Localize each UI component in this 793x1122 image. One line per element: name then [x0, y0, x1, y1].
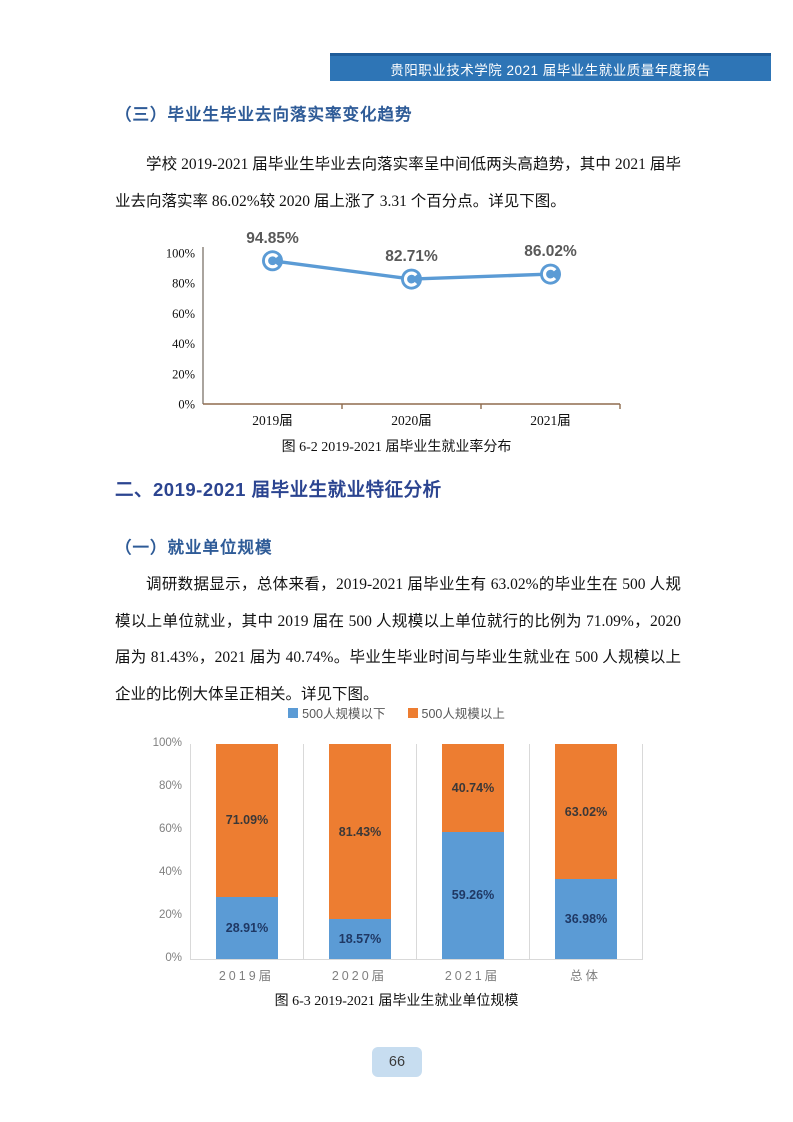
legend-item: 500人规模以下	[288, 703, 386, 722]
bar-chart-y-tick-label: 40%	[158, 866, 182, 878]
bar-chart-column: 40.74% 59.26%	[417, 744, 530, 959]
bar-chart-x-tick-label: 2021届	[444, 969, 501, 983]
bar-chart-legend: 500人规模以下 500人规模以上	[0, 703, 793, 722]
bar-chart-column: 71.09% 28.91%	[191, 744, 304, 959]
line-chart-point-label: 82.71%	[385, 248, 438, 265]
line-chart-x-tick-label: 2021届	[530, 413, 571, 428]
bar-segment-label: 63.02%	[564, 804, 608, 819]
bar-chart-y-tick-label: 60%	[158, 823, 182, 835]
page-header-bar: 贵阳职业技术学院 2021 届毕业生就业质量年度报告	[330, 53, 771, 81]
line-chart-y-tick-label: 0%	[178, 398, 195, 412]
figure-6-3-caption: 图 6-3 2019-2021 届毕业生就业单位规模	[274, 994, 519, 1009]
legend-swatch	[407, 707, 418, 718]
line-chart-y-tick-label: 60%	[172, 307, 195, 321]
bar-chart-y-tick-label: 80%	[158, 780, 182, 792]
line-chart-x-tick-label: 2019届	[252, 413, 293, 428]
stacked-bar: 40.74% 59.26%	[442, 744, 504, 959]
line-chart-y-tick-label: 40%	[172, 337, 195, 351]
bar-chart-column: 81.43% 18.57%	[304, 744, 417, 959]
line-chart-figure-6-2: 0% 20% 40% 60% 80% 100% 2019届 2020届 2021届 94.85% 8…	[166, 230, 621, 428]
stacked-bar: 71.09% 28.91%	[216, 744, 278, 959]
bar-segment-under-500: 36.98%	[555, 879, 617, 959]
legend-swatch	[288, 707, 299, 718]
bar-segment-label: 59.26%	[451, 888, 495, 903]
bar-segment-label: 28.91%	[225, 920, 269, 935]
legend-item: 500人规模以上	[407, 703, 505, 722]
section-three-paragraph: 学校 2019-2021 届毕业生毕业去向落实率呈中间低两头高趋势，其中 202…	[115, 156, 681, 210]
line-chart-point-label: 94.85%	[246, 230, 299, 247]
line-chart-y-tick-label: 20%	[172, 367, 195, 381]
bar-segment-under-500: 59.26%	[442, 831, 504, 959]
page-number-badge: 66	[372, 1047, 422, 1077]
bar-chart-y-tick-label: 100%	[152, 737, 182, 749]
bar-chart-y-tick-label: 20%	[158, 909, 182, 921]
bar-segment-under-500: 28.91%	[216, 896, 278, 959]
bar-segment-over-500: 40.74%	[442, 744, 504, 832]
bar-segment-over-500: 63.02%	[555, 744, 617, 880]
legend-label: 500人规模以上	[421, 707, 505, 721]
line-chart-y-tick-label: 100%	[166, 247, 195, 261]
bar-chart-x-tick-label: 2020届	[331, 969, 388, 983]
bar-segment-label: 18.57%	[338, 932, 382, 947]
bar-segment-label: 71.09%	[225, 813, 269, 828]
page-number: 66	[388, 1054, 406, 1070]
section-two-heading: 二、2019-2021 届毕业生就业特征分析	[115, 479, 442, 500]
line-chart-x-tick-label: 2020届	[391, 413, 432, 428]
legend-label: 500人规模以下	[302, 707, 386, 721]
stacked-bar: 81.43% 18.57%	[329, 744, 391, 959]
line-chart-marker-ring	[264, 253, 281, 269]
bar-segment-over-500: 81.43%	[329, 744, 391, 920]
bar-segment-label: 36.98%	[564, 912, 608, 927]
bar-chart-column: 63.02% 36.98%	[530, 744, 643, 959]
bar-chart-figure-6-3: 71.09% 28.91% 81.43% 18.57% 40.74% 59.26% 63.0…	[190, 744, 643, 960]
bar-chart-y-tick-label: 0%	[165, 952, 182, 964]
page-header-title: 贵阳职业技术学院 2021 届毕业生就业质量年度报告	[390, 62, 711, 78]
line-chart-marker-ring	[542, 266, 559, 282]
line-chart-y-tick-label: 80%	[172, 277, 195, 291]
bar-segment-label: 40.74%	[451, 780, 495, 795]
bar-segment-label: 81.43%	[338, 824, 382, 839]
figure-6-2-caption: 图 6-2 2019-2021 届毕业生就业率分布	[281, 440, 512, 455]
bar-segment-under-500: 18.57%	[329, 919, 391, 959]
section-one-heading: （一）就业单位规模	[115, 539, 273, 557]
stacked-bar: 63.02% 36.98%	[555, 744, 617, 959]
section-three-heading: （三）毕业生毕业去向落实率变化趋势	[115, 106, 413, 124]
bar-segment-over-500: 71.09%	[216, 744, 278, 897]
section-one-paragraph: 调研数据显示，总体来看，2019-2021 届毕业生有 63.02%的毕业生在 …	[115, 576, 681, 703]
line-chart-point-label: 86.02%	[524, 243, 577, 260]
bar-chart-x-tick-label: 总体	[569, 969, 601, 983]
line-chart-marker-ring	[403, 271, 420, 287]
bar-chart-x-tick-label: 2019届	[218, 969, 275, 983]
